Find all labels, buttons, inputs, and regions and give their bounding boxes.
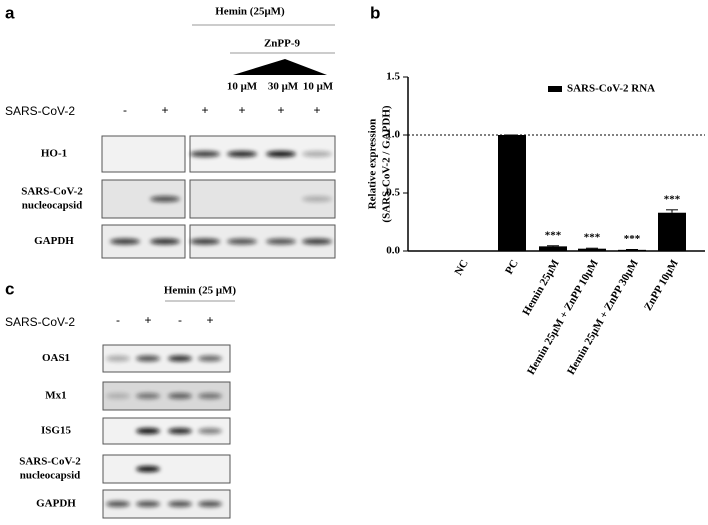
infection-sign: + [144, 313, 151, 327]
band [266, 238, 296, 245]
infection-sign: + [161, 103, 168, 117]
infection-sign: - [178, 313, 182, 327]
band [227, 151, 257, 157]
dose-triangle [233, 59, 327, 75]
blot-label: HO-1 [41, 148, 67, 160]
band [136, 466, 160, 472]
blot-label: GAPDH [34, 235, 74, 247]
y-tick-label: 0.5 [386, 187, 400, 199]
band [266, 151, 296, 157]
blot-label: nucleocapsid [20, 470, 81, 482]
blot-label: GAPDH [36, 498, 76, 510]
y-tick-label: 1.5 [386, 71, 400, 83]
panel-label: b [370, 3, 380, 22]
inhibitor-header: ZnPP-9 [264, 38, 301, 50]
row-label: SARS-CoV-2 [5, 315, 75, 329]
legend-label: SARS-CoV-2 RNA [567, 83, 655, 95]
concentration: 10 μM [227, 81, 258, 93]
x-tick-label: NC [452, 258, 470, 278]
y-tick-label: 1.0 [386, 129, 400, 141]
x-tick-label: Hemin 25μM + ZnPP 10μM [525, 257, 601, 377]
band [110, 238, 140, 245]
band [136, 428, 160, 434]
band [168, 393, 192, 399]
blot-label: SARS-CoV-2 [19, 456, 81, 468]
bar [498, 135, 526, 251]
band [136, 393, 160, 399]
blot-label: OAS1 [42, 352, 70, 364]
band [302, 151, 332, 157]
infection-sign: - [123, 103, 127, 117]
infection-sign: + [277, 103, 284, 117]
band [106, 501, 130, 507]
band [106, 393, 130, 399]
blot-panel [102, 454, 231, 484]
significance: *** [584, 232, 601, 244]
band [198, 428, 222, 434]
x-tick-label: Hemin 25μM [520, 257, 562, 317]
blot-label: SARS-CoV-2 [21, 186, 83, 198]
y-axis-label: (SARS-CoV-2 / GAPDH) [381, 105, 393, 222]
band [198, 355, 222, 362]
y-tick-label: 0.0 [386, 245, 400, 257]
panel-label: c [5, 279, 14, 298]
band [168, 355, 192, 362]
significance: *** [545, 229, 562, 241]
infection-sign: - [116, 313, 120, 327]
bar [658, 212, 686, 251]
row-label: SARS-CoV-2 [5, 104, 75, 118]
bar [539, 246, 567, 251]
bar [618, 249, 646, 251]
figure-content: a Hemin (25μM) ZnPP-9 10 μM 30 μM 10 μM SARS-C… [5, 3, 705, 519]
band [136, 501, 160, 507]
concentration: 30 μM [268, 81, 299, 93]
x-tick-label: PC [503, 258, 521, 277]
band [190, 151, 220, 157]
band [168, 501, 192, 507]
blot-label: Mx1 [45, 390, 66, 402]
band [150, 238, 180, 245]
band [106, 355, 130, 362]
significance: *** [664, 193, 681, 205]
band [198, 393, 222, 399]
infection-sign: + [206, 313, 213, 327]
band [168, 428, 192, 434]
x-tick-label: Hemin 25μM + ZnPP 30μM [565, 257, 641, 377]
band [227, 238, 257, 245]
infection-sign: + [201, 103, 208, 117]
blot-label: nucleocapsid [22, 200, 83, 212]
y-axis-label: Relative expression [367, 119, 379, 210]
bar [578, 248, 606, 251]
x-tick-label: ZnPP 10μM [642, 257, 681, 313]
infection-sign: + [313, 103, 320, 117]
blot-panel [101, 135, 186, 173]
band [198, 501, 222, 507]
band [136, 355, 160, 362]
band [302, 196, 332, 202]
concentration: 10 μM [303, 81, 334, 93]
blot-label: ISG15 [41, 425, 71, 437]
treatment-header: Hemin (25 μM) [164, 285, 237, 297]
band [302, 238, 332, 245]
band [190, 238, 220, 245]
significance: *** [624, 233, 641, 245]
infection-sign: + [238, 103, 245, 117]
treatment-header: Hemin (25μM) [215, 6, 285, 18]
legend-swatch [548, 86, 562, 92]
band [150, 196, 180, 202]
panel-label: a [5, 3, 15, 22]
